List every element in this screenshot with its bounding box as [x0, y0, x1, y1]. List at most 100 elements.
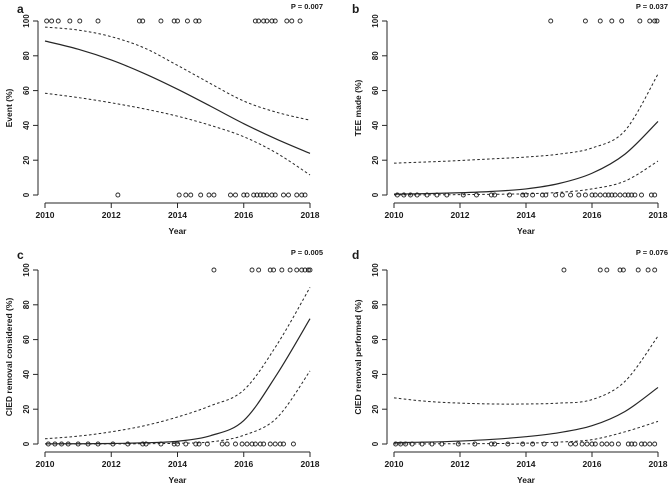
data-point-0: [579, 441, 585, 447]
x-tick-label: 2014: [517, 459, 536, 469]
data-point-0: [261, 192, 267, 198]
y-tick-label: 100: [371, 263, 380, 277]
data-point-0: [492, 441, 498, 447]
data-point-100: [193, 18, 199, 24]
x-tick-label: 2010: [36, 459, 55, 469]
data-point-0: [252, 441, 258, 447]
data-point-0: [158, 441, 164, 447]
x-tick-label: 2010: [36, 210, 55, 220]
data-point-0: [198, 192, 204, 198]
fit-line: [44, 318, 311, 445]
data-point-0: [460, 192, 466, 198]
data-point-100: [307, 267, 313, 273]
data-point-0: [239, 441, 245, 447]
y-tick-label: 0: [22, 441, 31, 446]
data-point-0: [597, 192, 603, 198]
data-point-0: [272, 192, 278, 198]
data-point-0: [244, 441, 250, 447]
data-point-0: [520, 192, 526, 198]
p-value-label: P = 0.076: [636, 248, 668, 257]
data-point-100: [158, 18, 164, 24]
y-tick-label: 100: [22, 263, 31, 277]
data-point-0: [398, 441, 404, 447]
data-point-0: [606, 192, 611, 198]
data-point-0: [257, 192, 263, 198]
data-point-0: [251, 192, 257, 198]
data-point-0: [568, 192, 574, 198]
data-point-100: [299, 267, 305, 273]
data-point-0: [204, 441, 210, 447]
data-point-0: [261, 441, 267, 447]
y-tick-label: 20: [22, 155, 31, 164]
data-point-0: [409, 441, 415, 447]
data-point-0: [474, 192, 479, 198]
data-point-100: [305, 267, 311, 273]
data-point-0: [609, 441, 615, 447]
data-point-0: [648, 192, 654, 198]
y-tick-label: 20: [371, 404, 380, 413]
data-point-0: [290, 441, 296, 447]
data-point-100: [279, 267, 285, 273]
panel-letter: c: [17, 248, 24, 262]
data-point-0: [211, 192, 217, 198]
data-point-100: [271, 267, 277, 273]
ci-upper-line: [393, 335, 659, 405]
data-point-0: [617, 192, 623, 198]
ci-lower-line: [393, 160, 659, 196]
data-point-100: [77, 18, 83, 24]
ci-upper-line: [44, 287, 311, 440]
data-point-0: [505, 441, 511, 447]
data-point-0: [408, 192, 413, 198]
data-point-0: [652, 192, 658, 198]
y-tick-label: 40: [22, 369, 31, 378]
data-point-100: [294, 267, 300, 273]
x-axis-title: Year: [517, 475, 536, 485]
data-point-0: [647, 441, 653, 447]
x-tick-label: 2012: [102, 210, 121, 220]
y-tick-label: 0: [371, 192, 380, 197]
data-point-100: [267, 267, 273, 273]
data-point-100: [289, 18, 295, 24]
data-point-100: [645, 267, 651, 273]
data-point-100: [264, 18, 270, 24]
data-point-0: [592, 441, 598, 447]
data-point-0: [472, 441, 478, 447]
data-point-0: [45, 441, 51, 447]
x-tick-label: 2018: [649, 459, 668, 469]
data-point-0: [523, 192, 529, 198]
data-point-0: [183, 192, 189, 198]
data-point-0: [629, 441, 635, 447]
data-point-0: [576, 192, 582, 198]
data-point-0: [584, 441, 590, 447]
data-point-0: [625, 441, 631, 447]
y-tick-label: 40: [371, 369, 380, 378]
data-point-0: [553, 441, 559, 447]
x-tick-label: 2018: [301, 210, 320, 220]
x-tick-label: 2014: [517, 210, 536, 220]
y-axis-title: CIED removal performed (%): [353, 299, 363, 414]
data-point-0: [632, 192, 638, 198]
data-point-0: [488, 192, 494, 198]
data-point-0: [642, 441, 648, 447]
data-point-100: [597, 18, 603, 24]
panel-b-chart: 0 20 40 60 80 100 2010 2012 2014 2016 2018 TEE made…: [352, 2, 668, 236]
panel-b: 0 20 40 60 80 100 2010 2012 2014 2016 2018 TEE made…: [335, 0, 669, 246]
data-point-100: [635, 267, 641, 273]
data-point-100: [55, 18, 61, 24]
x-axis-title: Year: [169, 475, 188, 485]
data-point-0: [507, 192, 512, 198]
data-point-100: [654, 18, 660, 24]
data-point-0: [434, 192, 440, 198]
y-tick-label: 40: [22, 120, 31, 129]
data-point-0: [602, 192, 608, 198]
panel-letter: b: [352, 2, 359, 16]
data-point-0: [257, 441, 263, 447]
y-tick-label: 20: [371, 155, 380, 164]
panel-d-chart: 0 20 40 60 80 100 2010 2012 2014 2016 2018 CIED rem…: [352, 248, 668, 485]
y-tick-label: 60: [22, 335, 31, 344]
data-point-0: [75, 441, 81, 447]
data-point-0: [573, 441, 578, 447]
y-tick-label: 80: [371, 300, 380, 309]
data-point-0: [193, 441, 199, 447]
data-point-0: [281, 441, 286, 447]
